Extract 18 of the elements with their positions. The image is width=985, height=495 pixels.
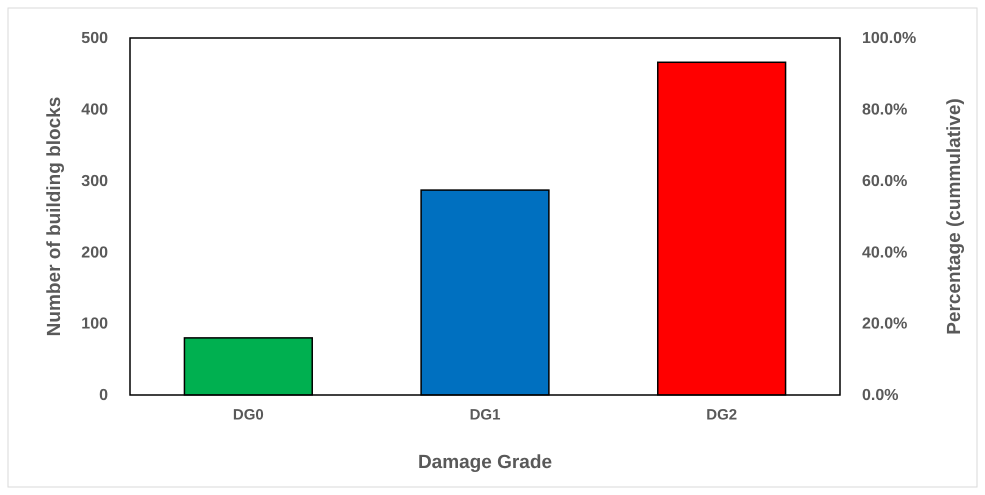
y-tick-label: 100 [81,316,108,333]
y2-tick-label: 60.0% [862,172,908,190]
y2-tick-label: 20.0% [862,316,908,333]
y2-axis-title: Percentage (cummulative) [944,98,965,335]
x-axis-title: Damage Grade [418,452,552,473]
y2-tick-label: 80.0% [862,102,908,119]
y-tick-label: 0 [99,387,108,404]
x-tick-label: DG1 [470,406,500,424]
y-tick-label: 200 [81,244,108,262]
y-tick-label: 300 [81,172,108,190]
y-axis-title: Number of building blocks [44,96,65,336]
y2-tick-label: 40.0% [862,244,908,262]
y2-tick-label: 0.0% [862,387,898,404]
x-tick-label: DG0 [232,406,264,424]
y-tick-label: 400 [81,102,108,119]
x-tick-label: DG2 [706,406,738,424]
y2-tick-label: 100.0% [862,30,916,48]
y-tick-label: 500 [81,30,108,48]
